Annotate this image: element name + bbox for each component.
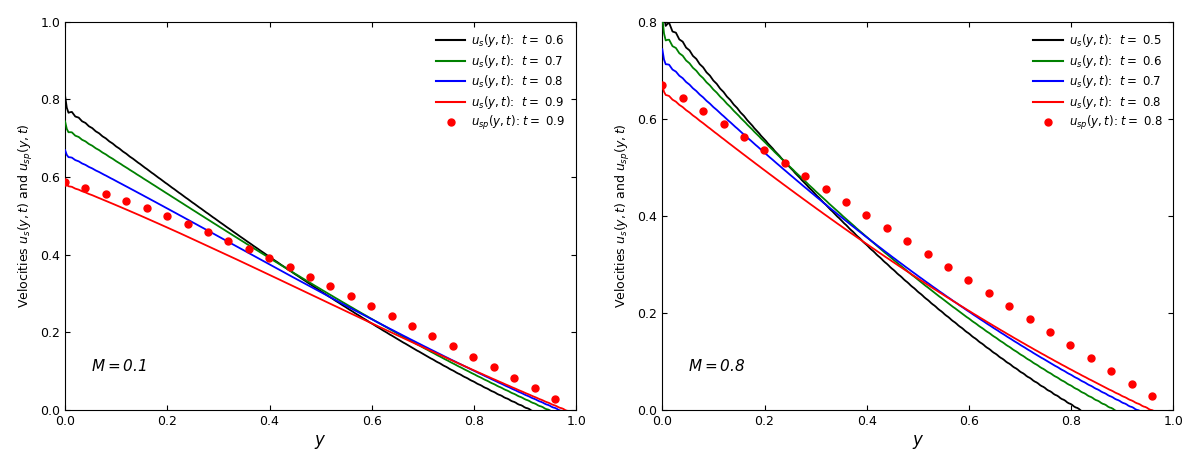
Text: $M = $0.8: $M = $0.8: [688, 358, 745, 374]
Text: $M = $0.1: $M = $0.1: [91, 358, 146, 374]
Y-axis label: Velocities $u_s(y,t)$ and $u_{sp}(y,t)$: Velocities $u_s(y,t)$ and $u_{sp}(y,t)$: [17, 124, 35, 308]
Legend: $u_s(y,t)$:  $t = $ 0.6, $u_s(y,t)$:  $t = $ 0.7, $u_s(y,t)$:  $t = $ 0.8, $u_s(: $u_s(y,t)$: $t = $ 0.6, $u_s(y,t)$: $t =…: [431, 28, 570, 137]
Legend: $u_s(y,t)$:  $t = $ 0.5, $u_s(y,t)$:  $t = $ 0.6, $u_s(y,t)$:  $t = $ 0.7, $u_s(: $u_s(y,t)$: $t = $ 0.5, $u_s(y,t)$: $t =…: [1028, 28, 1168, 137]
X-axis label: $y$: $y$: [314, 433, 326, 451]
Y-axis label: Velocities $u_s(y,t)$ and $u_{sp}(y,t)$: Velocities $u_s(y,t)$ and $u_{sp}(y,t)$: [614, 124, 632, 308]
X-axis label: $y$: $y$: [912, 433, 924, 451]
